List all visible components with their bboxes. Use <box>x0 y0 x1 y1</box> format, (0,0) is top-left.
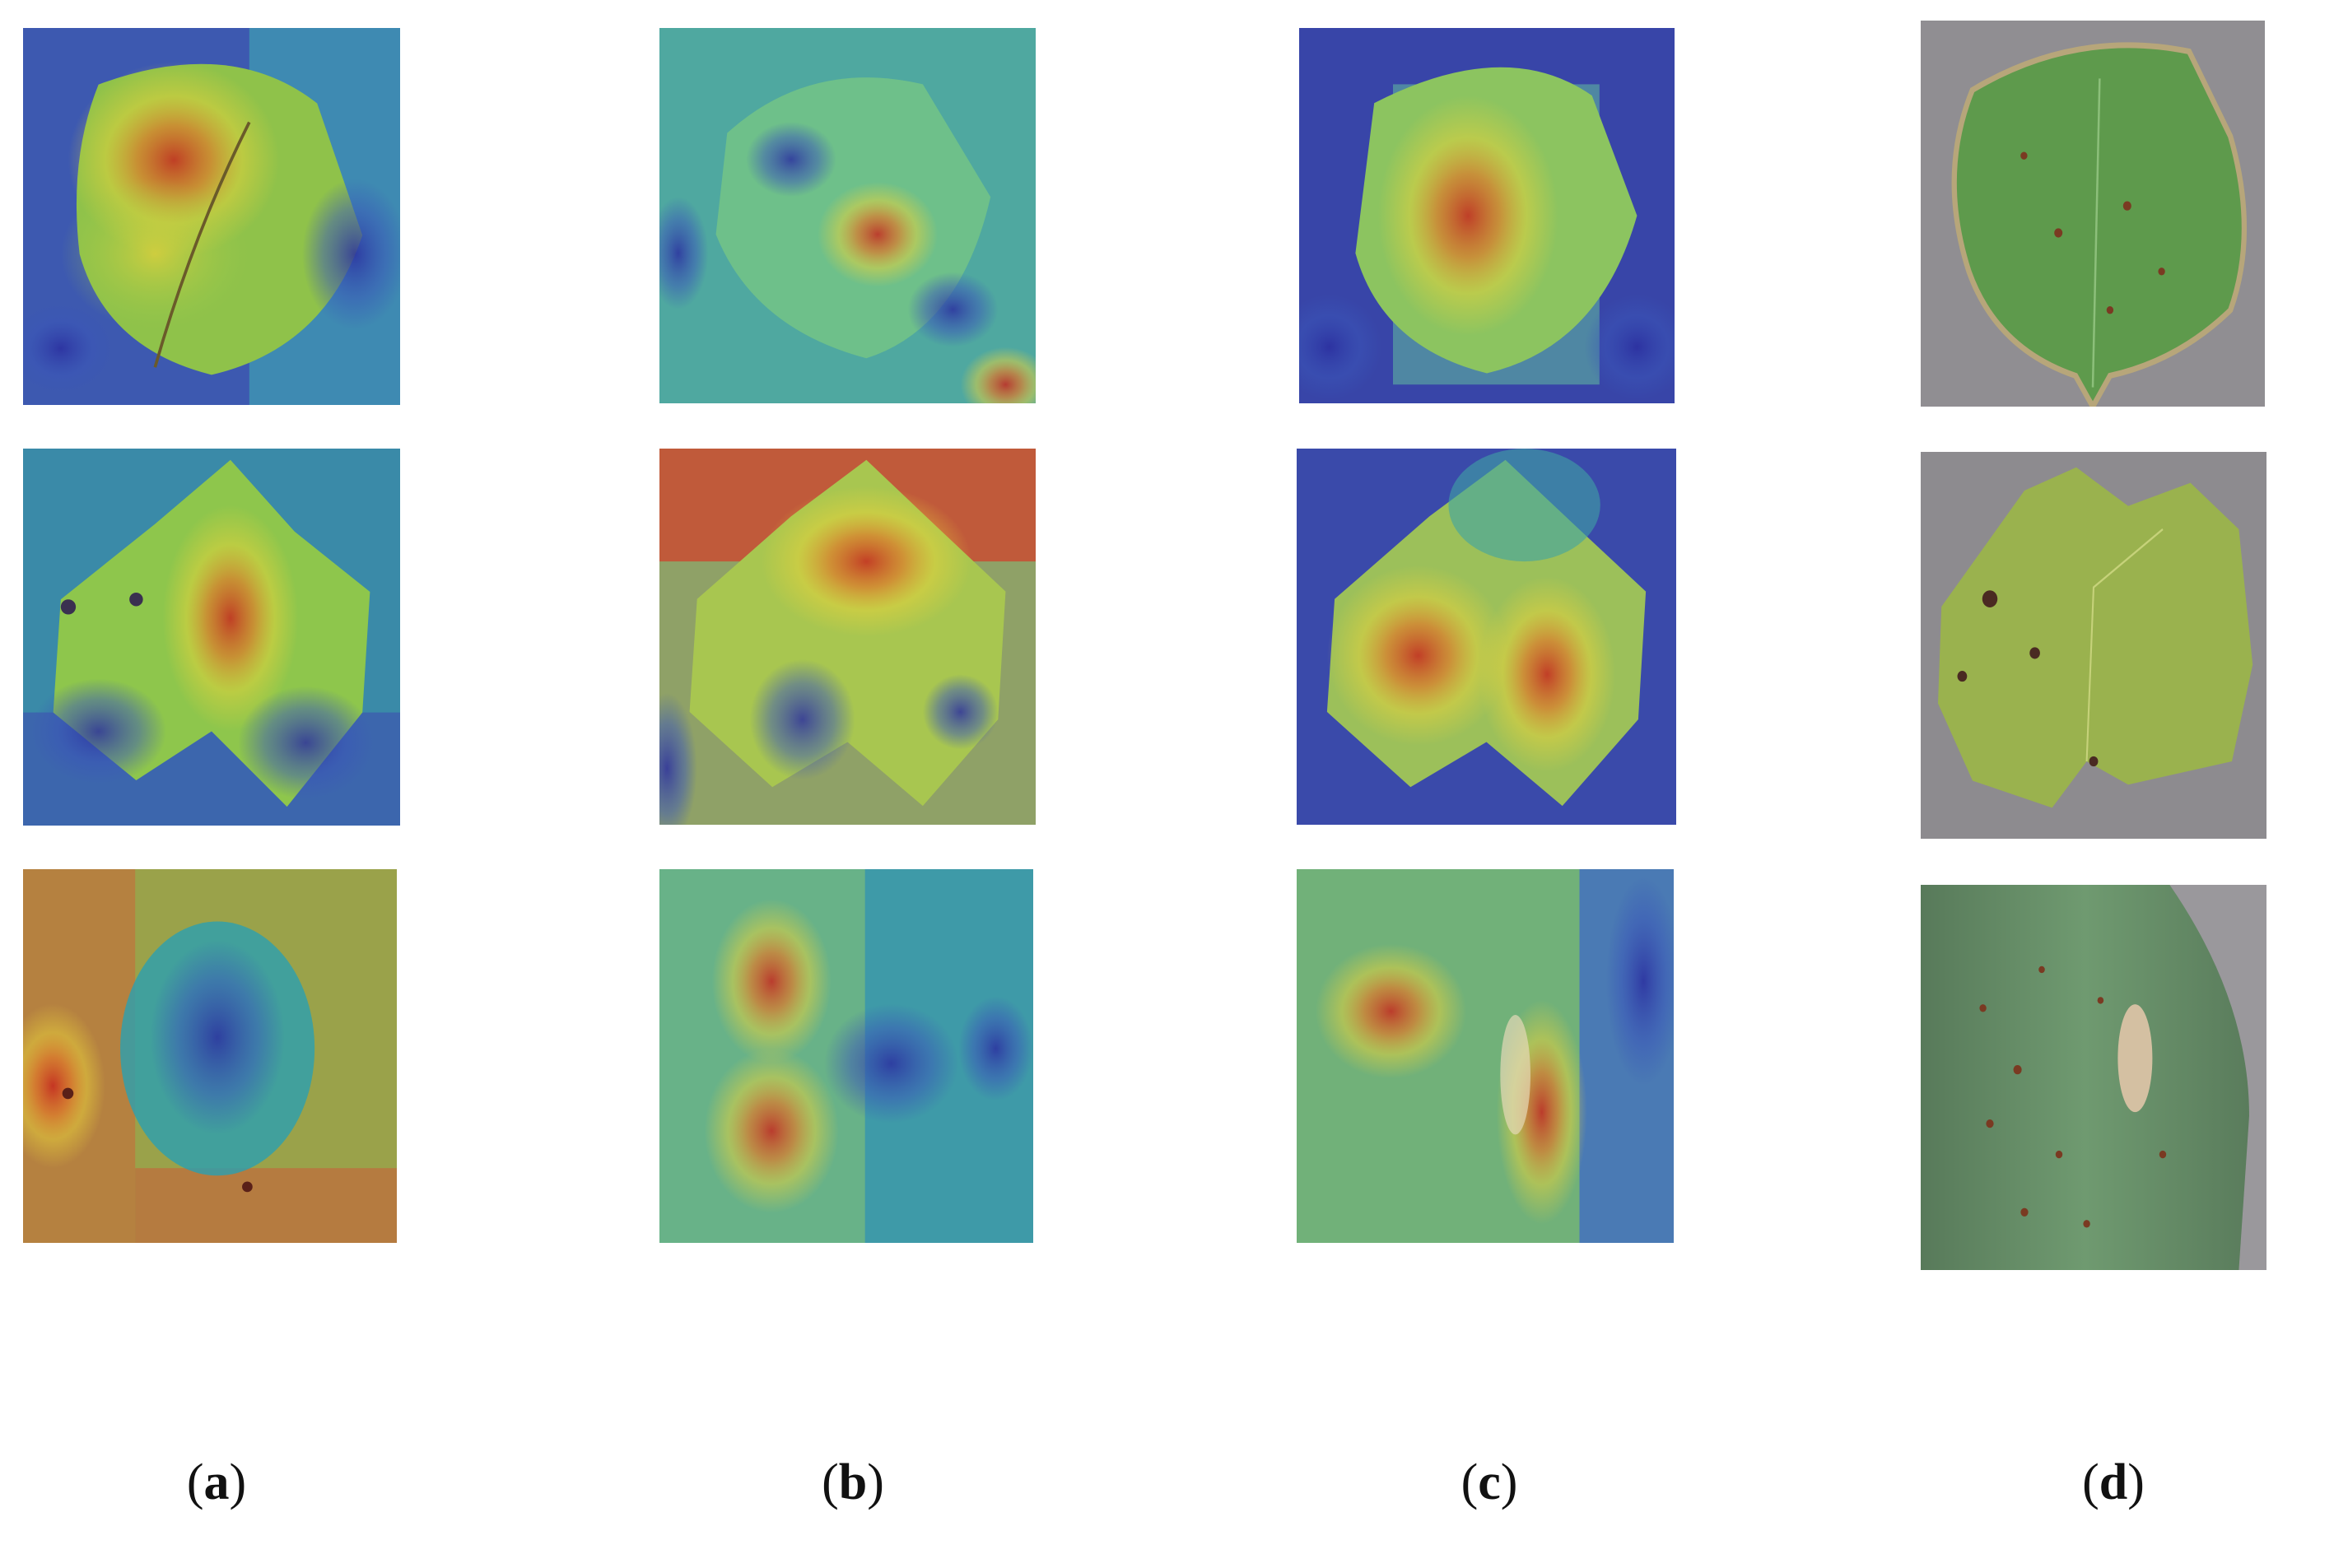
caption-d: (d) <box>2082 1454 2145 1510</box>
heatmap-a-row2 <box>23 449 400 826</box>
heatmap-c-row2 <box>1297 449 1676 825</box>
heatmap-b-row2 <box>659 449 1036 825</box>
photo-d-row2 <box>1921 452 2266 839</box>
caption-b-letter: b <box>838 1454 868 1510</box>
caption-d-letter: d <box>2099 1454 2128 1510</box>
heatmap-c-row3 <box>1297 869 1674 1243</box>
heatmap-a-row3 <box>23 869 397 1243</box>
caption-a-letter: a <box>203 1454 230 1510</box>
heatmap-b-row3 <box>659 869 1033 1243</box>
caption-c: (c) <box>1460 1454 1518 1510</box>
caption-a: (a) <box>186 1454 247 1510</box>
caption-c-letter: c <box>1478 1454 1501 1510</box>
caption-b: (b) <box>822 1454 884 1510</box>
heatmap-b-row1 <box>659 28 1036 403</box>
photo-d-row3 <box>1921 885 2266 1270</box>
heatmap-c-row1 <box>1299 28 1675 403</box>
heatmap-a-row1 <box>23 28 400 405</box>
photo-d-row1 <box>1921 21 2265 407</box>
